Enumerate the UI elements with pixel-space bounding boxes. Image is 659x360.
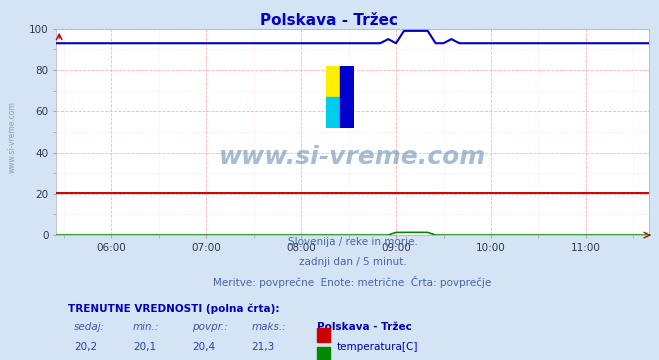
- Text: maks.:: maks.:: [252, 323, 287, 332]
- Text: Slovenija / reke in morje.: Slovenija / reke in morje.: [287, 238, 418, 247]
- Text: 20,1: 20,1: [133, 342, 156, 352]
- Text: Polskava - Tržec: Polskava - Tržec: [260, 13, 399, 28]
- Text: zadnji dan / 5 minut.: zadnji dan / 5 minut.: [299, 257, 407, 267]
- Text: www.si-vreme.com: www.si-vreme.com: [8, 101, 17, 173]
- Text: sedaj:: sedaj:: [74, 323, 105, 332]
- Text: www.si-vreme.com: www.si-vreme.com: [219, 145, 486, 169]
- Text: min.:: min.:: [133, 323, 159, 332]
- Text: temperatura[C]: temperatura[C]: [337, 342, 418, 352]
- Text: 20,2: 20,2: [74, 342, 97, 352]
- Text: Meritve: povprečne  Enote: metrične  Črta: povprečje: Meritve: povprečne Enote: metrične Črta:…: [214, 276, 492, 288]
- Text: povpr.:: povpr.:: [192, 323, 228, 332]
- Text: 20,4: 20,4: [192, 342, 215, 352]
- Text: 21,3: 21,3: [252, 342, 275, 352]
- Text: Polskava - Tržec: Polskava - Tržec: [317, 323, 412, 332]
- Text: TRENUTNE VREDNOSTI (polna črta):: TRENUTNE VREDNOSTI (polna črta):: [68, 303, 279, 314]
- Bar: [317, 347, 330, 360]
- Bar: [317, 328, 330, 342]
